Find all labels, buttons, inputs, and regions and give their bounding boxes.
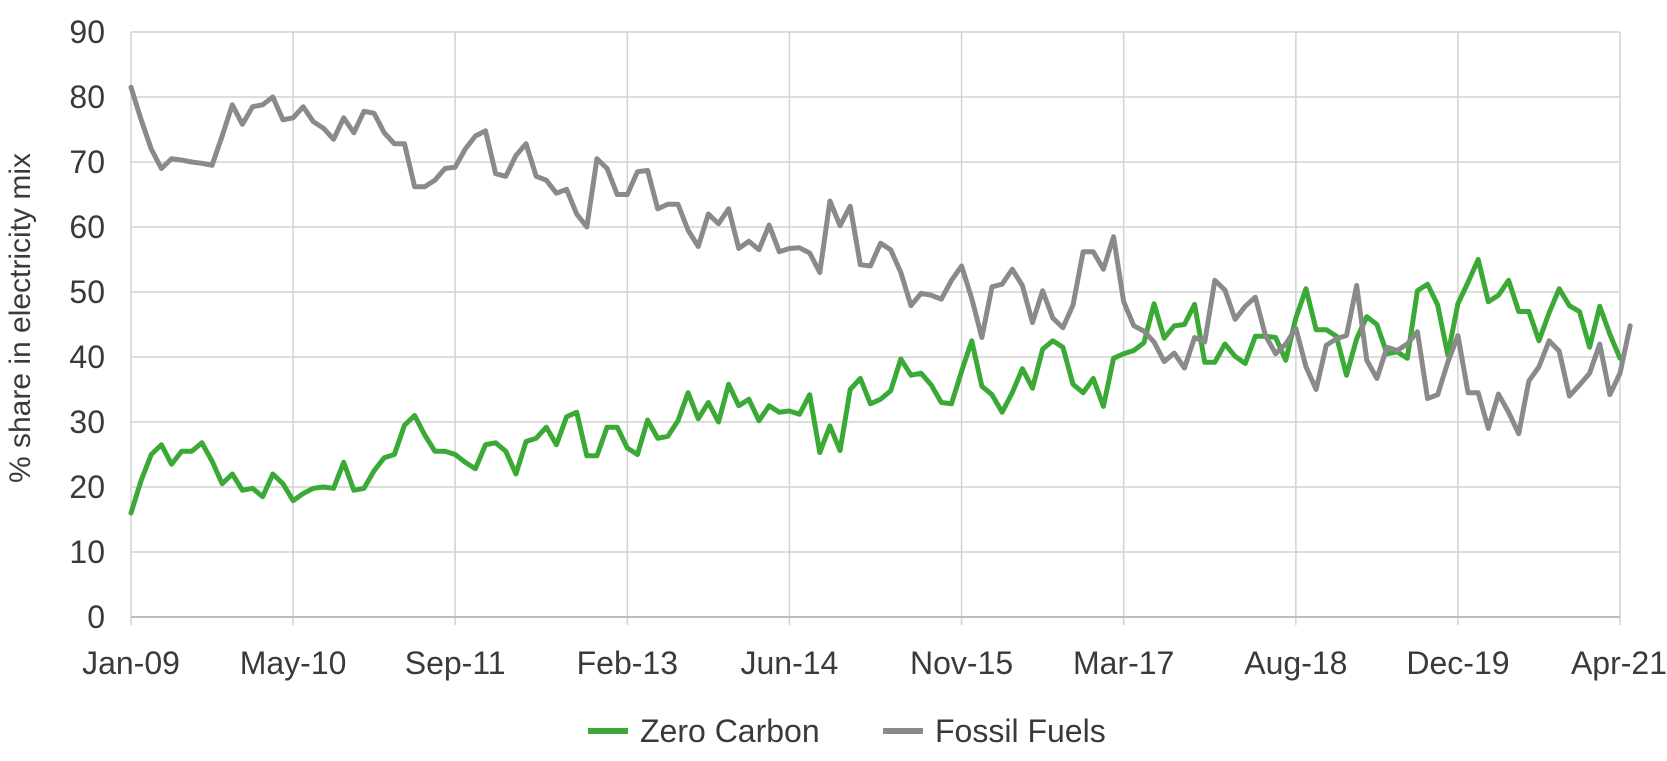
- x-tick-label: Jun-14: [740, 645, 838, 681]
- x-tick-label: Aug-18: [1244, 645, 1347, 681]
- x-axis-ticks: Jan-09 May-10 Sep-11 Feb-13 Jun-14 Nov-15 Mar-…: [82, 645, 1667, 681]
- y-tick-label: 70: [69, 144, 105, 180]
- y-tick-label: 50: [69, 274, 105, 310]
- x-tick-label: Nov-15: [910, 645, 1013, 681]
- x-tick-label: Mar-17: [1073, 645, 1174, 681]
- legend-label-fossil-fuels: Fossil Fuels: [935, 713, 1106, 749]
- grid-lines: [130, 31, 1621, 625]
- y-tick-label: 0: [87, 599, 105, 635]
- legend-label-zero-carbon: Zero Carbon: [640, 713, 820, 749]
- series-line-fossil-fuels: [128, 84, 1633, 437]
- x-tick-label: Dec-19: [1406, 645, 1509, 681]
- y-tick-label: 80: [69, 79, 105, 115]
- y-tick-label: 60: [69, 209, 105, 245]
- x-tick-label: Sep-11: [405, 645, 506, 681]
- y-tick-label: 10: [69, 534, 105, 570]
- x-tick-label: Apr-21: [1571, 645, 1667, 681]
- x-tick-label: May-10: [240, 645, 347, 681]
- series-lines: [128, 84, 1633, 516]
- legend: Zero Carbon Fossil Fuels: [588, 713, 1106, 749]
- y-tick-label: 20: [69, 469, 105, 505]
- y-axis-title: % share in electricity mix: [4, 153, 37, 483]
- y-axis-ticks: 0 10 20 30 40 50 60 70 80 90: [69, 14, 105, 635]
- y-tick-label: 30: [69, 404, 105, 440]
- y-tick-label: 40: [69, 339, 105, 375]
- x-tick-label: Feb-13: [577, 645, 678, 681]
- series-line-zero-carbon: [128, 257, 1623, 516]
- y-tick-label: 90: [69, 14, 105, 50]
- x-tick-label: Jan-09: [82, 645, 180, 681]
